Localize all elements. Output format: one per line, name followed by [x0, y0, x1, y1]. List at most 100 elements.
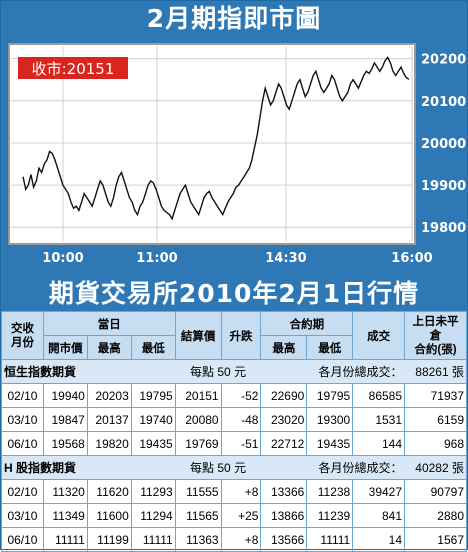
- table-row: 06/10 19568 19820 19435 19769 -51 22712 …: [1, 431, 467, 456]
- cell-open-interest: 1567: [404, 527, 467, 552]
- intraday-chart-panel: 19800 19900 20000 20100 20200 10:00 11:00 14:3…: [1, 36, 467, 276]
- table-row: 02/10 19940 20203 19795 20151 -52 22690 …: [1, 383, 467, 408]
- cell-high: 20137: [86, 407, 132, 432]
- cell-month: 03/10: [1, 503, 44, 528]
- cell-change: +8: [220, 527, 262, 552]
- cell-change: -48: [220, 407, 262, 432]
- cell-contract-low: 11238: [306, 479, 354, 504]
- y-tick-label: 19800: [421, 221, 466, 236]
- cell-contract-low: 11239: [306, 503, 354, 528]
- col-header-volume: 成交: [352, 311, 406, 360]
- cell-contract-low: 19435: [306, 431, 354, 456]
- section-header-hsi: 恒生指數期貨 每點 50 元 各月份總成交： 88261 張: [1, 359, 467, 384]
- cell-month: 06/10: [1, 431, 44, 456]
- cell-month: 03/10: [1, 407, 44, 432]
- cell-open-interest: 968: [404, 431, 467, 456]
- y-tick-label: 19900: [421, 179, 466, 194]
- cell-high: 11620: [86, 479, 132, 504]
- section-unit: 每點 50 元: [175, 455, 261, 480]
- col-header-contract: 合約期: [260, 311, 354, 336]
- header-row-1: 交收 月份 當日 結算價 升跌 合約期 成交 上日未平倉 合約(張): [1, 311, 467, 360]
- cell-change: -52: [220, 383, 262, 408]
- cell-high: 19820: [86, 431, 132, 456]
- cell-high: 11600: [86, 503, 132, 528]
- cell-low: 19740: [130, 407, 176, 432]
- cell-contract-high: 13866: [260, 503, 308, 528]
- table-row: 02/10 11320 11620 11293 11555 +8 13366 1…: [1, 479, 467, 504]
- section-total: 40282 張: [404, 455, 467, 480]
- cell-settle: 11363: [174, 527, 222, 552]
- cell-low: 11293: [130, 479, 176, 504]
- cell-volume: 1531: [352, 407, 406, 432]
- price-line: [22, 56, 410, 221]
- x-tick-label: 16:00: [391, 251, 432, 266]
- cell-high: 20203: [86, 383, 132, 408]
- cell-volume: 841: [352, 503, 406, 528]
- cell-open: 19940: [42, 383, 88, 408]
- futures-table: 交收 月份 當日 結算價 升跌 合約期 成交 上日未平倉 合約(張) 開市價 最…: [1, 311, 467, 552]
- cell-month: 02/10: [1, 383, 44, 408]
- chart-title: 2月期指即市圖: [1, 1, 467, 36]
- cell-open: 19568: [42, 431, 88, 456]
- cell-volume: 86585: [352, 383, 406, 408]
- cell-contract-low: 11111: [306, 527, 354, 552]
- cell-change: -51: [220, 431, 262, 456]
- cell-contract-high: 22712: [260, 431, 308, 456]
- cell-settle: 11555: [174, 479, 222, 504]
- cell-change: +8: [220, 479, 262, 504]
- cell-open-interest: 6159: [404, 407, 467, 432]
- col-header-settle: 結算價: [174, 311, 222, 360]
- table-title: 期貨交易所2010年2月1日行情: [1, 276, 467, 311]
- table-row: 06/10 11111 11199 11111 11363 +8 13566 1…: [1, 527, 467, 552]
- col-header-change: 升跌: [220, 311, 262, 360]
- intraday-chart: 19800 19900 20000 20100 20200 10:00 11:00 14:3…: [8, 43, 466, 266]
- cell-contract-high: 13366: [260, 479, 308, 504]
- cell-settle: 20151: [174, 383, 222, 408]
- section-total-label: 各月份總成交：: [260, 359, 405, 384]
- section-header-hscei: H 股指數期貨 每點 50 元 各月份總成交： 40282 張: [1, 455, 467, 480]
- cell-low: 19435: [130, 431, 176, 456]
- y-tick-label: 20000: [421, 137, 466, 152]
- section-total: 88261 張: [404, 359, 467, 384]
- y-tick-label: 20100: [421, 95, 466, 110]
- cell-open: 19847: [42, 407, 88, 432]
- col-header-month: 交收 月份: [1, 311, 44, 360]
- table-row: 03/10 19847 20137 19740 20080 -48 23020 …: [1, 407, 467, 432]
- cell-volume: 39427: [352, 479, 406, 504]
- cell-settle: 19769: [174, 431, 222, 456]
- cell-contract-low: 19795: [306, 383, 354, 408]
- col-header-contract-high: 最高: [260, 335, 308, 360]
- cell-volume: 14: [352, 527, 406, 552]
- cell-settle: 20080: [174, 407, 222, 432]
- table-row: 03/10 11349 11600 11294 11565 +25 13866 …: [1, 503, 467, 528]
- col-header-open: 開市價: [42, 335, 88, 360]
- cell-open: 11320: [42, 479, 88, 504]
- cell-change: +25: [220, 503, 262, 528]
- cell-open-interest: 2880: [404, 503, 467, 528]
- cell-contract-high: 23020: [260, 407, 308, 432]
- cell-high: 11199: [86, 527, 132, 552]
- col-header-today: 當日: [42, 311, 176, 336]
- cell-open: 11349: [42, 503, 88, 528]
- cell-open-interest: 90797: [404, 479, 467, 504]
- section-total-label: 各月份總成交：: [260, 455, 405, 480]
- close-label-box: [18, 57, 128, 79]
- col-header-open-interest: 上日未平倉 合約(張): [404, 311, 467, 360]
- section-unit: 每點 50 元: [175, 359, 261, 384]
- col-header-contract-low: 最低: [306, 335, 354, 360]
- cell-month: 02/10: [1, 479, 44, 504]
- cell-contract-high: 22690: [260, 383, 308, 408]
- cell-contract-high: 13566: [260, 527, 308, 552]
- section-name: 恒生指數期貨: [1, 359, 176, 384]
- col-header-high: 最高: [86, 335, 132, 360]
- cell-open-interest: 71937: [404, 383, 467, 408]
- close-label: 收市:20151: [32, 60, 115, 78]
- cell-low: 11111: [130, 527, 176, 552]
- cell-contract-low: 19300: [306, 407, 354, 432]
- y-tick-label: 20200: [421, 53, 466, 68]
- x-tick-label: 11:00: [136, 251, 177, 266]
- col-header-low: 最低: [130, 335, 176, 360]
- cell-low: 19795: [130, 383, 176, 408]
- cell-month: 06/10: [1, 527, 44, 552]
- section-name: H 股指數期貨: [1, 455, 176, 480]
